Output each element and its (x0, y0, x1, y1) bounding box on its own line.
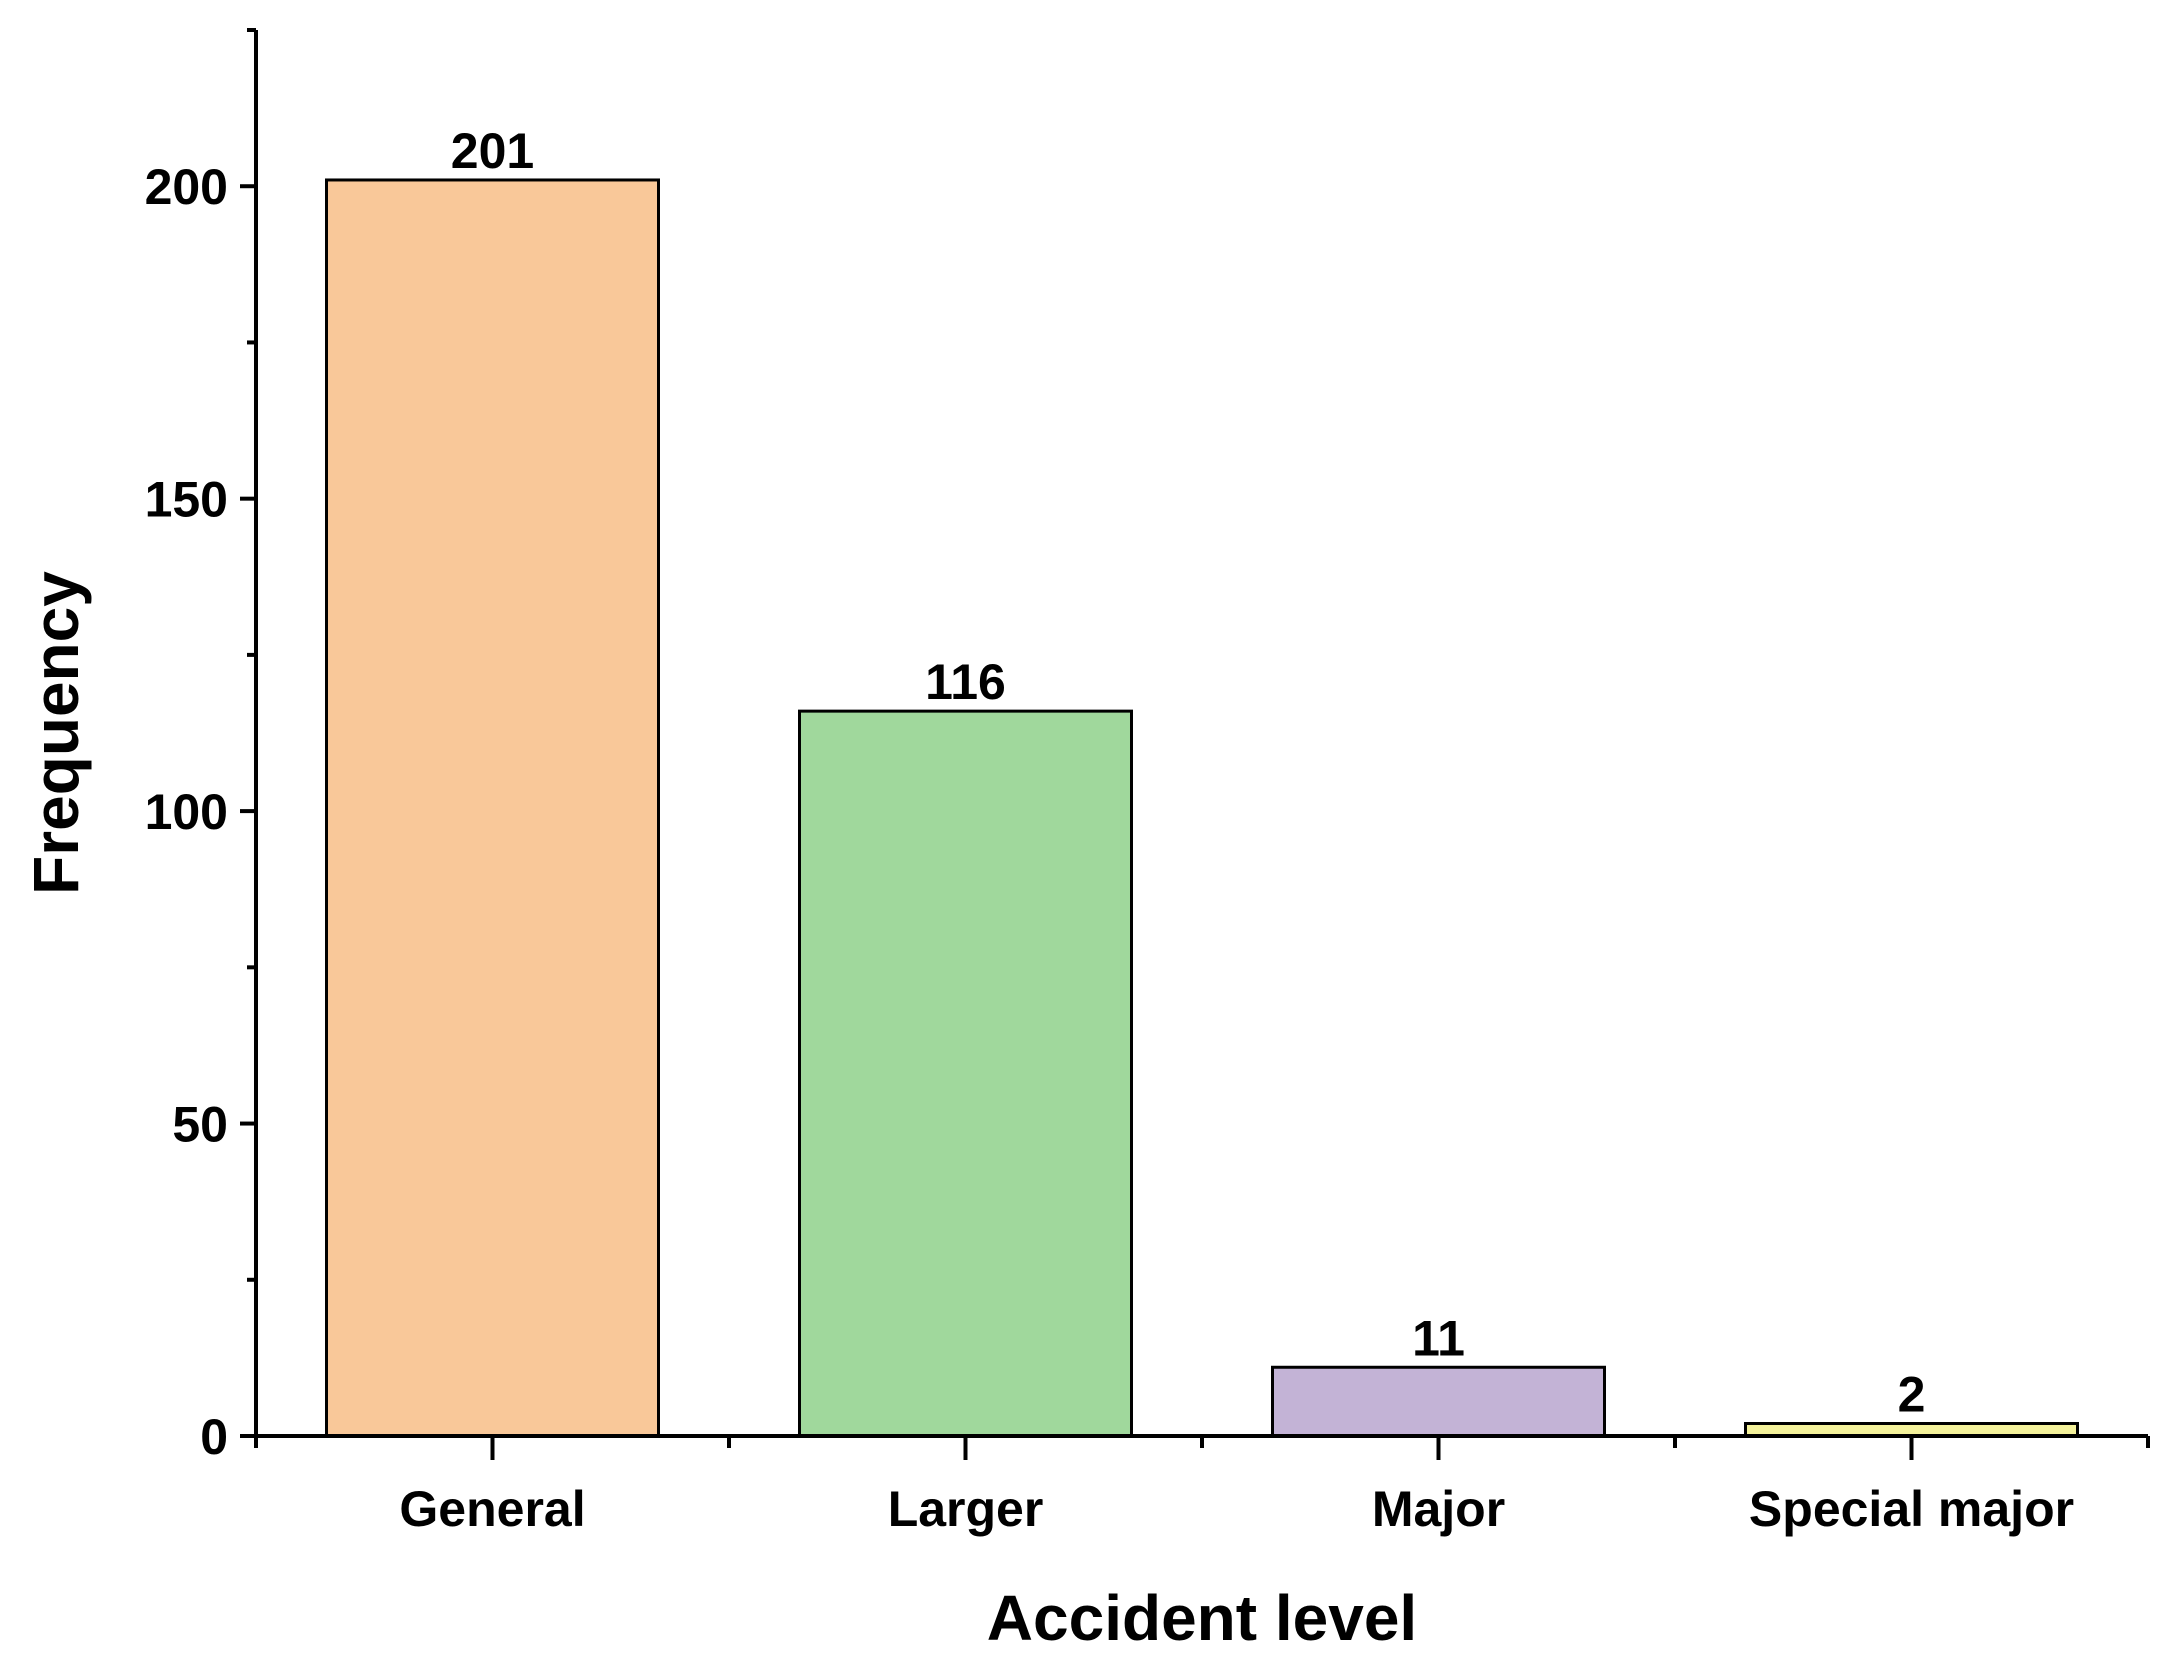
data-label: 2 (1898, 1367, 1926, 1423)
data-label: 201 (451, 123, 534, 179)
y-tick-label: 150 (145, 472, 228, 528)
bar-larger (798, 709, 1133, 1438)
data-label: 11 (1412, 1310, 1465, 1366)
y-tick-label: 0 (200, 1409, 228, 1465)
labels-layer: 0 50 100 150 200 201 General 116 Larger 11 Major 2 S… (145, 123, 2075, 1537)
y-tick-label: 50 (172, 1097, 228, 1153)
x-tick-label: Special major (1749, 1481, 2074, 1537)
data-label: 116 (925, 654, 1006, 710)
x-tick-label: Larger (888, 1481, 1044, 1537)
y-axis-title: Frequency (20, 571, 92, 895)
bars-layer (325, 178, 2079, 1438)
bar-general (325, 178, 660, 1438)
x-tick-label: Major (1372, 1481, 1505, 1537)
y-tick-label: 100 (145, 784, 228, 840)
bar-major (1271, 1365, 1606, 1438)
ticks-layer (240, 28, 2150, 1460)
y-tick-label: 200 (145, 159, 228, 215)
x-axis-title: Accident level (987, 1582, 1417, 1654)
x-tick-label: General (399, 1481, 585, 1537)
